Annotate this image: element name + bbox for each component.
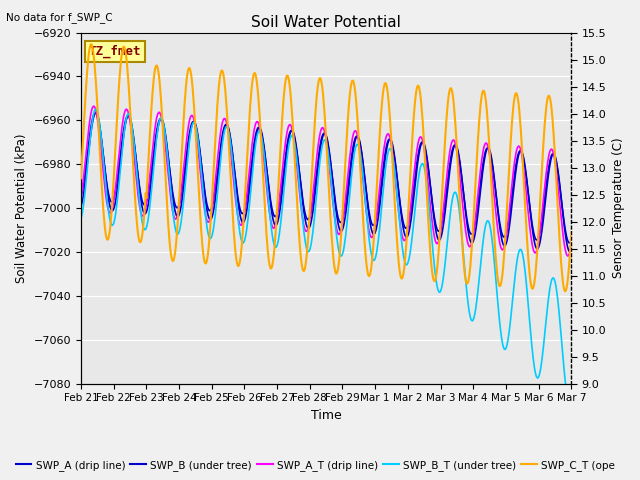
X-axis label: Time: Time	[310, 409, 342, 422]
Title: Soil Water Potential: Soil Water Potential	[251, 15, 401, 30]
Text: No data for f_SWP_C: No data for f_SWP_C	[6, 12, 113, 23]
Legend: SWP_A (drip line), SWP_B (under tree), SWP_A_T (drip line), SWP_B_T (under tree): SWP_A (drip line), SWP_B (under tree), S…	[12, 456, 619, 475]
Y-axis label: Soil Water Potential (kPa): Soil Water Potential (kPa)	[15, 133, 28, 283]
Y-axis label: Sensor Temperature (C): Sensor Temperature (C)	[612, 138, 625, 278]
Text: TZ_fmet: TZ_fmet	[88, 45, 141, 58]
